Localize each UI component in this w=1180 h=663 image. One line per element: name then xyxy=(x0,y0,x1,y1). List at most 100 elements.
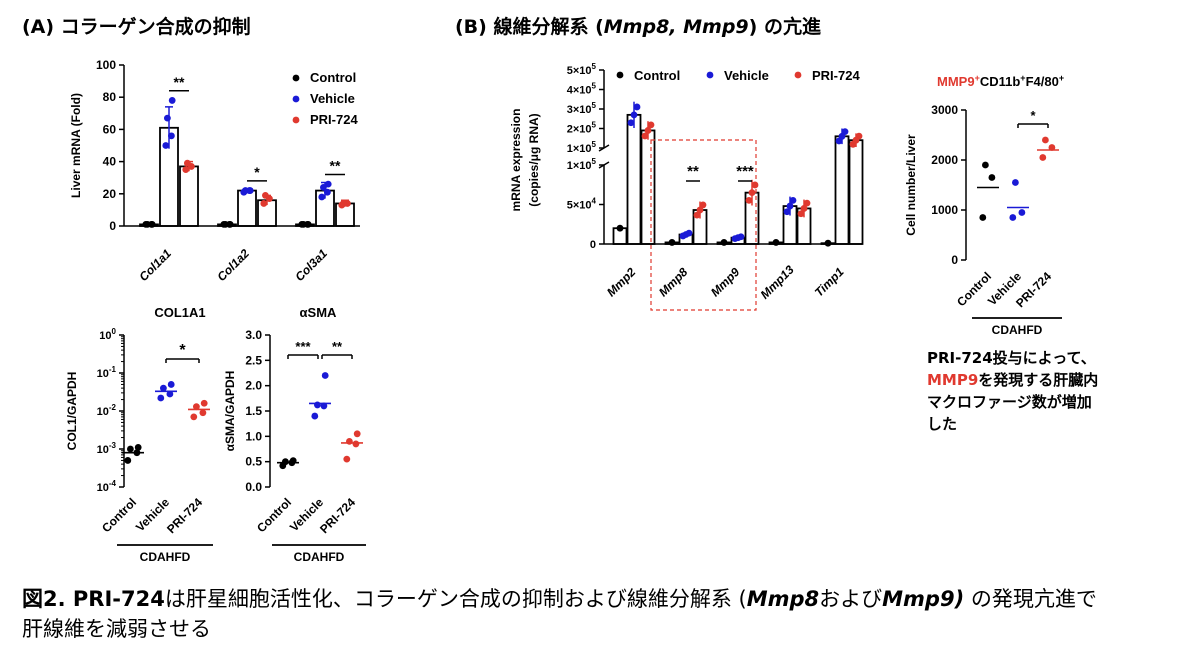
mmp-y-tick-label: 5×105 xyxy=(567,62,597,77)
asma-y-tick-label: 2.0 xyxy=(245,379,262,393)
mmp-data-point xyxy=(627,119,635,127)
caption-line-1: 図2. PRI-724は肝星細胞活性化、コラーゲン合成の抑制および線維分解系 (… xyxy=(22,584,1162,614)
mmp8-mmp9-highlight-box xyxy=(650,139,757,311)
asma-y-tick-label: 2.5 xyxy=(245,353,262,367)
col1a1-data-point xyxy=(193,403,200,411)
col1a1-data-point xyxy=(199,409,207,417)
col1a1-y-tick-label: 10-4 xyxy=(97,479,117,494)
asma-title: αSMA xyxy=(300,305,337,320)
mmp-y-tick-label: 2×105 xyxy=(567,121,597,136)
mrna-y-tick-label: 0 xyxy=(109,219,116,233)
col1a1-data-point xyxy=(126,445,134,453)
mrna-y-tick-label: 100 xyxy=(96,58,116,72)
mmp-y-tick-label: 3×105 xyxy=(567,101,597,116)
mmp-data-point xyxy=(800,205,808,212)
mmp-data-point xyxy=(644,127,652,134)
panel-a-title: (A) コラーゲン合成の抑制 xyxy=(22,16,251,38)
mmp-legend-label: PRI-724 xyxy=(812,68,860,83)
mrna-data-point xyxy=(164,114,171,122)
mrna-category-label: Col3a1 xyxy=(292,246,330,284)
mmp-bar xyxy=(626,113,642,245)
mrna-data-point xyxy=(226,220,234,228)
mrna-data-point xyxy=(148,220,156,228)
mmp9-cells-significance-label: * xyxy=(1030,108,1036,123)
mmp9-cells-group-label: CDAHFD xyxy=(992,323,1043,337)
mrna-significance-label: ** xyxy=(174,74,185,90)
mmp-data-point xyxy=(668,239,676,246)
mrna-bar xyxy=(237,189,257,227)
asma-significance-label: *** xyxy=(295,339,311,354)
panel-b-title-genes: Mmp8, Mmp9 xyxy=(603,16,749,38)
note-line-2: MMP9を発現する肝臓内 xyxy=(927,369,1167,391)
mrna-data-point xyxy=(304,220,312,228)
mmp-y-tick-label: 5×104 xyxy=(567,197,597,212)
mmp-legend-marker xyxy=(616,71,624,79)
mrna-data-point xyxy=(260,200,268,207)
mmp-data-point xyxy=(824,239,832,247)
asma-y-tick-label: 0.5 xyxy=(245,455,262,469)
col1a1-data-point xyxy=(166,390,174,398)
caption-text-1: は肝星細胞活性化、コラーゲン合成の抑制および線維分解系 ( xyxy=(164,587,747,611)
col1a1-data-point xyxy=(157,394,165,402)
mmp-y-tick-label: 4×105 xyxy=(567,82,597,97)
mrna-data-point xyxy=(340,200,347,207)
col1a1-y-tick-label: 10-1 xyxy=(97,365,117,380)
figure-canvas: 0 20 40 60 80 100 Liver mRNA (Fold) Col1a1 Col1a… xyxy=(65,58,1064,564)
mrna-legend-marker xyxy=(292,74,300,82)
mmp-y-axis-title: mRNA expression xyxy=(509,109,523,212)
mmp-category-label: Mmp13 xyxy=(758,262,797,301)
mrna-data-point xyxy=(168,132,175,140)
mrna-data-point xyxy=(324,188,331,196)
mrna-data-point xyxy=(144,220,151,228)
caption-gene-mmp9: Mmp9) xyxy=(882,587,965,611)
mmp-data-point xyxy=(748,189,756,197)
asma-data-point xyxy=(352,440,360,448)
mmp9-cells-y-tick-label: 3000 xyxy=(931,103,958,117)
mmp-data-point xyxy=(789,196,797,204)
mrna-y-axis-title: Liver mRNA (Fold) xyxy=(69,93,83,198)
mrna-data-point xyxy=(318,193,326,201)
mmp-data-point xyxy=(751,181,759,189)
mmp-y-tick-label: 1×105 xyxy=(567,157,597,172)
mmp-data-point xyxy=(838,132,846,140)
asma-data-point xyxy=(343,455,351,463)
mmp9-cells-data-point xyxy=(982,161,989,169)
mrna-bar xyxy=(179,165,199,227)
asma-y-tick-label: 0.0 xyxy=(245,480,262,494)
mmp9-cells-data-point xyxy=(1042,136,1049,144)
mmp-category-label: Mmp8 xyxy=(656,265,691,300)
mrna-y-tick-label: 20 xyxy=(103,187,117,201)
mrna-significance-label: * xyxy=(254,164,260,180)
mmp-y-tick-label: 1×105 xyxy=(567,140,597,155)
mmp-y-axis-title-unit: (copies/μg RNA) xyxy=(527,113,541,206)
col1a1-y-tick-label: 100 xyxy=(99,327,116,342)
note-line-2-rest: を発現する肝臓内 xyxy=(978,371,1099,389)
mmp-data-point xyxy=(852,136,860,144)
caption-line-2: 肝線維を減弱させる xyxy=(22,617,211,641)
col1a1-data-point xyxy=(134,444,142,451)
mmp9-cells-category-label: Control xyxy=(954,269,994,309)
mmp9-cells-data-point xyxy=(1012,179,1019,186)
col1a1-significance-label: * xyxy=(179,342,186,359)
asma-data-point xyxy=(346,438,353,445)
col1a1-category-label: Control xyxy=(99,495,139,535)
mmp-data-point xyxy=(772,239,780,246)
asma-data-point xyxy=(320,402,328,410)
mmp9-cells-y-axis-title: Cell number/Liver xyxy=(904,134,918,236)
col1a1-y-axis-title: COL1/GAPDH xyxy=(65,372,79,451)
mrna-data-point xyxy=(168,97,176,104)
mrna-significance-label: ** xyxy=(330,157,341,173)
mrna-legend-label: PRI-724 xyxy=(310,112,358,127)
asma-data-point xyxy=(353,430,361,438)
mrna-legend-label: Control xyxy=(310,70,356,85)
asma-y-axis-title: αSMA/GAPDH xyxy=(223,371,237,452)
panel-b-title: (B) 線維分解系 (Mmp8, Mmp9) の亢進 xyxy=(455,12,821,39)
macrophage-note: PRI-724投与によって、 MMP9を発現する肝臓内 マクロファージ数が増加 … xyxy=(927,347,1167,435)
panel-b-title-pre: (B) 線維分解系 ( xyxy=(455,16,604,38)
mrna-data-point xyxy=(162,142,170,149)
col1a1-y-tick-label: 10-3 xyxy=(97,441,117,456)
mmp-data-point xyxy=(786,202,794,210)
mmp-bar xyxy=(640,129,656,245)
col1a1-category-label: PRI-724 xyxy=(164,495,205,536)
col1a1-data-point xyxy=(124,457,132,464)
